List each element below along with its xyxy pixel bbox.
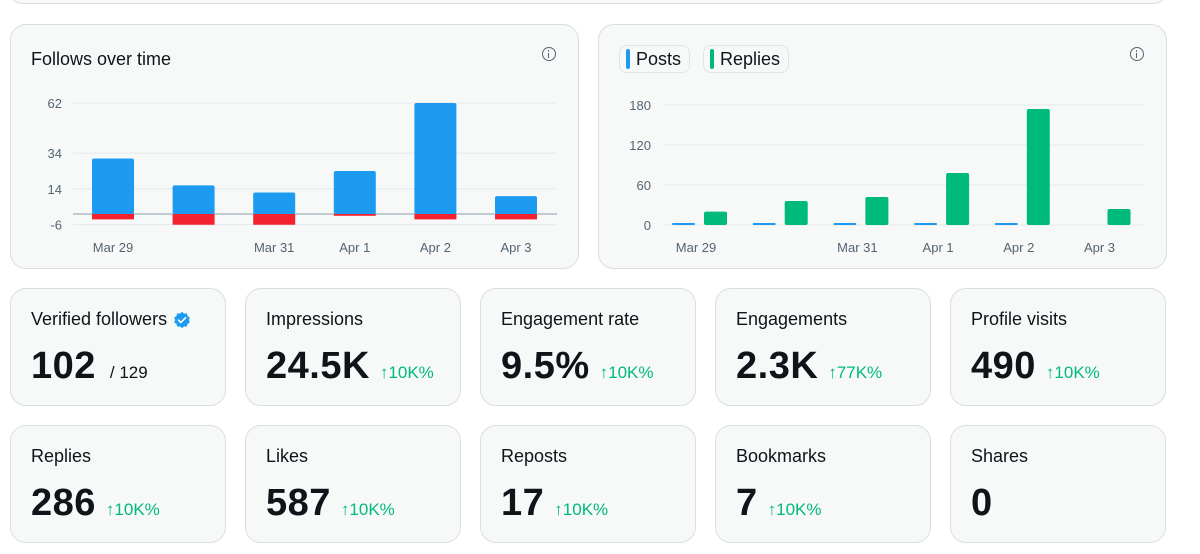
stat-value: 286: [31, 482, 96, 524]
top-card-partial: [10, 0, 1166, 4]
legend-posts-swatch: [626, 49, 630, 69]
stat-label: Engagements: [736, 309, 848, 329]
stat-card-engagements: Engagements 2.3K ↑77K%: [715, 288, 931, 406]
stat-card-replies: Replies 286 ↑10K%: [10, 425, 226, 543]
stat-value: 102: [31, 345, 96, 387]
stat-card-impressions: Impressions 24.5K ↑10K%: [245, 288, 461, 406]
legend-posts[interactable]: Posts: [619, 45, 691, 73]
stat-sub: / 129: [109, 363, 148, 382]
x-tick-label: Apr 2: [1003, 240, 1034, 255]
stat-label: Reposts: [501, 446, 568, 466]
y-tick-label: 62: [48, 96, 62, 111]
replies-bar: [784, 201, 808, 225]
replies-bar: [1026, 109, 1050, 225]
replies-bar: [865, 197, 889, 225]
y-tick-label: 180: [629, 98, 651, 113]
stat-change: ↑10K%: [340, 500, 395, 519]
unfollows-bar: [414, 214, 457, 220]
unfollows-bar: [253, 214, 296, 225]
follows-chart-title: Follows over time: [31, 49, 172, 69]
legend-replies-label: Replies: [720, 48, 781, 69]
stat-label: Shares: [971, 446, 1029, 466]
unfollows-bar: [333, 214, 376, 216]
follows-chart-card: Follows over time 62 34 14 -6 Mar 29 Mar 31 Ap…: [10, 24, 579, 269]
stat-card-engagement-rate: Engagement rate 9.5% ↑10K%: [480, 288, 696, 406]
stat-card-verified-followers: Verified followers 102 / 129: [10, 288, 226, 406]
x-tick-label: Apr 3: [500, 240, 531, 255]
unfollows-bar: [495, 214, 537, 220]
stat-label: Impressions: [266, 309, 364, 329]
x-tick-label: Apr 2: [420, 240, 451, 255]
stat-value: 2.3K: [736, 345, 819, 387]
stat-value: 490: [971, 345, 1036, 387]
posts-bar: [994, 223, 1018, 225]
x-tick-label: Mar 29: [93, 240, 133, 255]
unfollows-bar: [92, 214, 134, 220]
follows-bar: [414, 103, 457, 214]
follows-chart: 62 34 14 -6 Mar 29 Mar 31 Apr 1 Apr 2 Apr 3: [48, 96, 557, 255]
replies-bar: [704, 211, 727, 225]
stat-value: 9.5%: [501, 345, 590, 387]
stat-change: ↑10K%: [105, 500, 160, 519]
verified-badge-icon: [174, 311, 190, 328]
stat-value: 24.5K: [266, 345, 370, 387]
y-tick-label: -6: [50, 218, 62, 233]
stat-label: Replies: [31, 446, 92, 466]
y-tick-label: 120: [629, 138, 651, 153]
stat-value: 587: [266, 482, 331, 524]
y-tick-label: 34: [48, 146, 62, 161]
posts-bar: [672, 223, 695, 225]
follows-bar: [333, 171, 376, 214]
x-tick-label: Apr 1: [339, 240, 370, 255]
replies-bar: [946, 173, 970, 225]
stat-label: Engagement rate: [501, 309, 640, 329]
legend-replies-swatch: [710, 49, 714, 69]
x-tick-label: Apr 1: [923, 240, 954, 255]
stat-change: ↑10K%: [554, 500, 609, 519]
follows-bar: [253, 192, 296, 214]
x-tick-label: Mar 31: [254, 240, 294, 255]
stat-label: Verified followers: [31, 309, 168, 329]
stat-change: ↑10K%: [379, 363, 434, 382]
x-tick-label: Mar 31: [837, 240, 877, 255]
replies-bar: [1107, 209, 1131, 225]
stat-card-profile-visits: Profile visits 490 ↑10K%: [950, 288, 1166, 406]
posts-bar: [833, 223, 857, 225]
follows-bar: [172, 185, 215, 214]
legend-replies[interactable]: Replies: [703, 45, 790, 73]
stat-value: 0: [971, 482, 993, 524]
posts-replies-chart-card: Posts Replies 180 120 60 0 Mar 29 Mar 31 Apr 1…: [598, 24, 1167, 269]
x-tick-label: Mar 29: [676, 240, 716, 255]
stat-change: ↑10K%: [1045, 363, 1100, 382]
stat-change: ↑10K%: [767, 500, 822, 519]
posts-replies-chart: 180 120 60 0 Mar 29 Mar 31 Apr 1 Apr 2 Apr 3: [629, 98, 1145, 255]
follows-bar: [495, 196, 537, 214]
stat-change: ↑10K%: [599, 363, 654, 382]
stat-value: 17: [501, 482, 545, 524]
follows-info-icon[interactable]: [542, 47, 556, 61]
stat-card-bookmarks: Bookmarks 7 ↑10K%: [715, 425, 931, 543]
stat-label: Likes: [266, 446, 309, 466]
unfollows-bar: [172, 214, 215, 225]
y-tick-label: 14: [48, 182, 62, 197]
stat-card-likes: Likes 587 ↑10K%: [245, 425, 461, 543]
posts-info-icon[interactable]: [1130, 47, 1144, 61]
y-tick-label: 0: [644, 218, 651, 233]
stat-card-shares: Shares 0: [950, 425, 1166, 543]
stat-label: Profile visits: [971, 309, 1068, 329]
posts-bar: [914, 223, 938, 225]
posts-bar: [752, 223, 776, 225]
legend-posts-label: Posts: [636, 48, 682, 69]
stat-label: Bookmarks: [736, 446, 827, 466]
stat-change: ↑77K%: [828, 363, 883, 382]
stat-card-reposts: Reposts 17 ↑10K%: [480, 425, 696, 543]
x-tick-label: Apr 3: [1084, 240, 1115, 255]
follows-bar: [92, 158, 134, 214]
stat-value: 7: [736, 482, 758, 524]
y-tick-label: 60: [637, 178, 651, 193]
